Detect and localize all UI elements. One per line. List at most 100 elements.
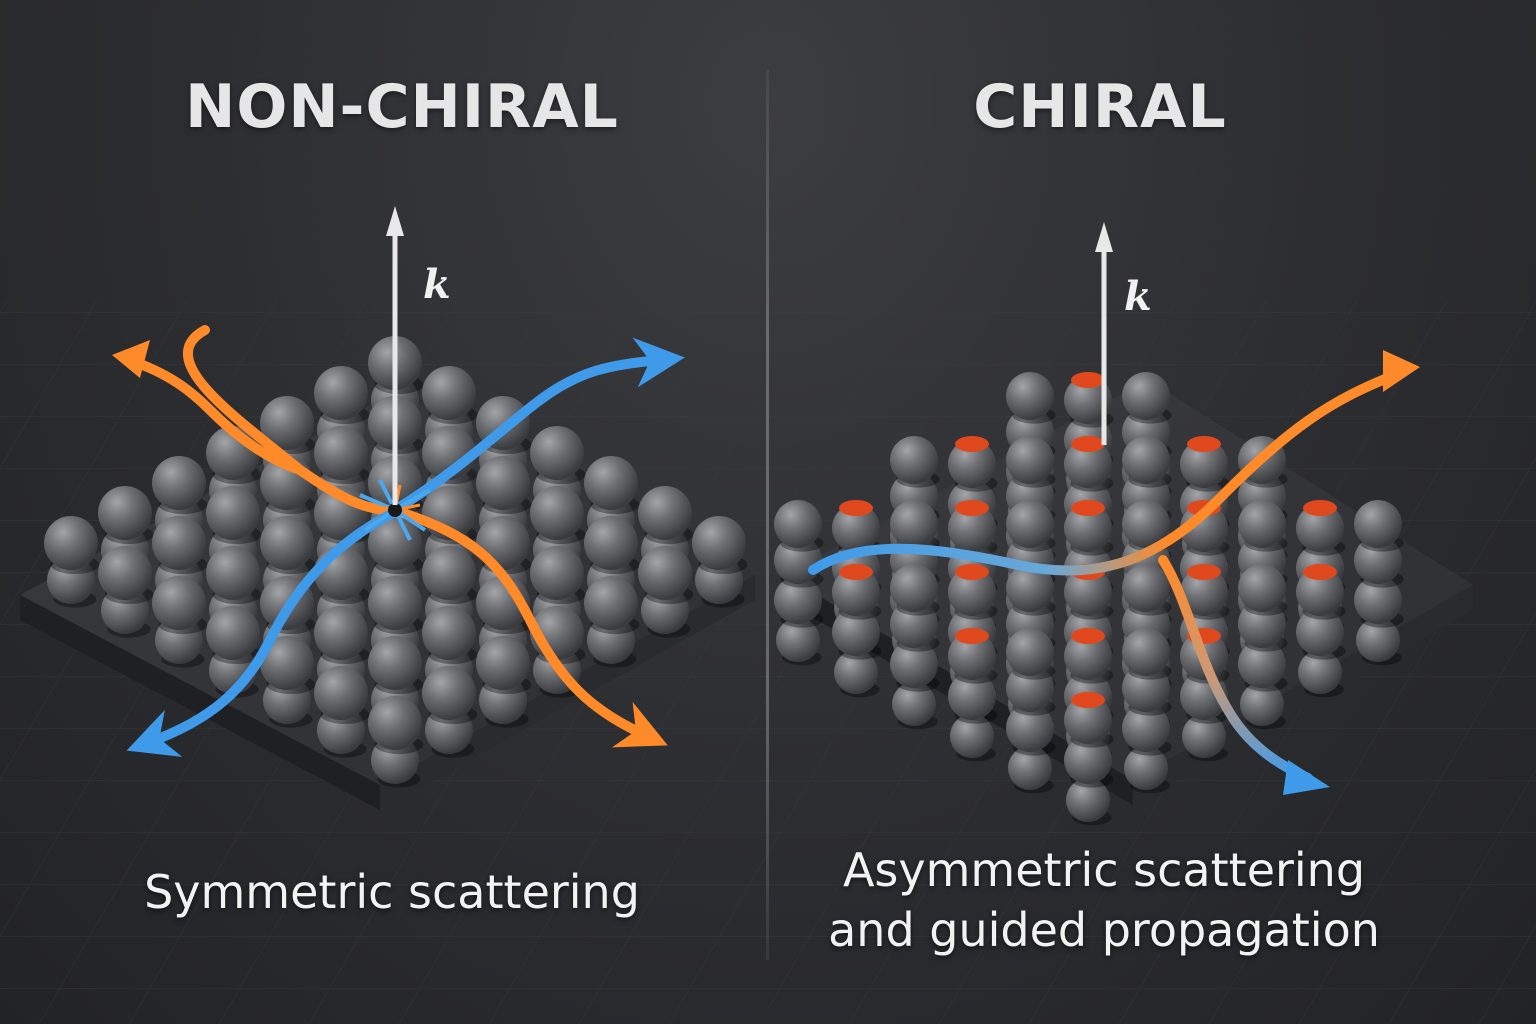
lattice-sphere [476,636,530,690]
non-chiral-scene: k [20,206,755,810]
chiral-cap [1187,436,1221,452]
pillar-sphere [1240,682,1284,726]
pillar-sphere [1006,704,1054,752]
pillar-sphere [1182,714,1226,758]
lattice-sphere [368,636,422,690]
lattice-sphere [263,676,311,724]
pillar-sphere [1006,664,1054,712]
pillar-sphere [1296,608,1344,656]
pillar-sphere [1354,536,1402,584]
chiral-caption-line-1: Asymmetric scattering [842,843,1366,897]
lattice-sphere [98,546,152,600]
lattice-sphere [206,486,260,540]
pillar-sphere [774,500,822,548]
chiral-panel: k CHIRAL Asymmetric scattering and guide… [768,0,1536,1024]
lattice-sphere [638,546,692,600]
lattice-sphere [584,516,638,570]
lattice-sphere [317,706,365,754]
guided-wave [808,367,1408,576]
pillar-sphere [1006,628,1054,676]
chiral-cap [1303,564,1337,580]
k-vector-arrow [1095,222,1113,445]
chiral-cap [839,500,873,516]
sphere-lattice [44,336,748,788]
pillar-sphere [1238,500,1286,548]
lattice-sphere [101,586,149,634]
pillar-sphere [832,504,880,552]
lattice-sphere [47,556,95,604]
scattered-wave-head [1283,760,1330,795]
pillar-sphere [1238,640,1286,688]
pillar-sphere [948,672,996,720]
lattice-sphere [479,676,527,724]
pillar-sphere [950,714,994,758]
pillar-sphere [890,436,938,484]
pillar-sphere [1296,504,1344,552]
lattice-sphere [44,516,98,570]
lattice-sphere [584,456,638,510]
lattice-sphere [368,516,422,570]
pillar-sphere [774,576,822,624]
k-vector-label: k [1124,273,1152,320]
lattice-sphere [155,616,203,664]
lattice-sphere [692,516,746,570]
pillar-sphere [1064,632,1112,680]
k-vector-label: k [423,261,451,308]
lattice-sphere [530,426,584,480]
chiral-cap [1187,564,1221,580]
lattice-sphere [260,396,314,450]
chiral-scene: k [774,222,1473,826]
chiral-pillar-lattice [774,372,1404,826]
pillar-sphere [890,500,938,548]
pillar-sphere [1298,650,1342,694]
chiral-cap [1071,436,1105,452]
orange-wave-in [183,325,400,515]
pillar-sphere [1006,500,1054,548]
pillar-sphere [776,618,820,662]
chiral-cap [839,564,873,580]
non-chiral-title: NON-CHIRAL [185,72,619,142]
guided-wave-head [1383,350,1420,392]
lattice-sphere [206,546,260,600]
pillar-sphere [1064,568,1112,616]
pillar-sphere [832,608,880,656]
lattice-sphere [206,606,260,660]
pillar-sphere [1064,440,1112,488]
lattice-sphere [641,586,689,634]
chiral-cap [955,628,989,644]
lattice-sphere [314,546,368,600]
scattered-wave-down [1158,555,1313,783]
lattice-sphere [314,366,368,420]
pillar-sphere [1238,600,1286,648]
chiral-caption-line-2: and guided propagation [828,903,1380,957]
pillar-sphere [1238,564,1286,612]
pillar-sphere [1006,564,1054,612]
lattice-sphere [422,366,476,420]
pillar-sphere [1180,568,1228,616]
lattice-sphere [371,736,419,784]
lattice-sphere [638,486,692,540]
lattice-sphere [152,456,206,510]
lattice-sphere [425,706,473,754]
orange-wave-out [395,507,668,748]
pillar-sphere [1064,504,1112,552]
pillar-sphere [1064,376,1112,424]
lattice-sphere [260,636,314,690]
lattice-sphere [422,666,476,720]
chiral-caption: Asymmetric scattering and guided propaga… [720,840,1488,960]
pillar-sphere [892,682,936,726]
lattice-sphere [368,696,422,750]
pillar-sphere [1354,500,1402,548]
lattice-sphere [530,546,584,600]
pillar-sphere [1066,778,1110,822]
lattice-sphere [695,556,743,604]
lattice-sphere [584,576,638,630]
lattice-sphere [260,516,314,570]
pillar-sphere [890,564,938,612]
pillar-sphere [1008,746,1052,790]
pillar-sphere [1180,504,1228,552]
chiral-cap [1071,500,1105,516]
chiral-title: CHIRAL [973,72,1227,142]
pillar-sphere [1122,436,1170,484]
